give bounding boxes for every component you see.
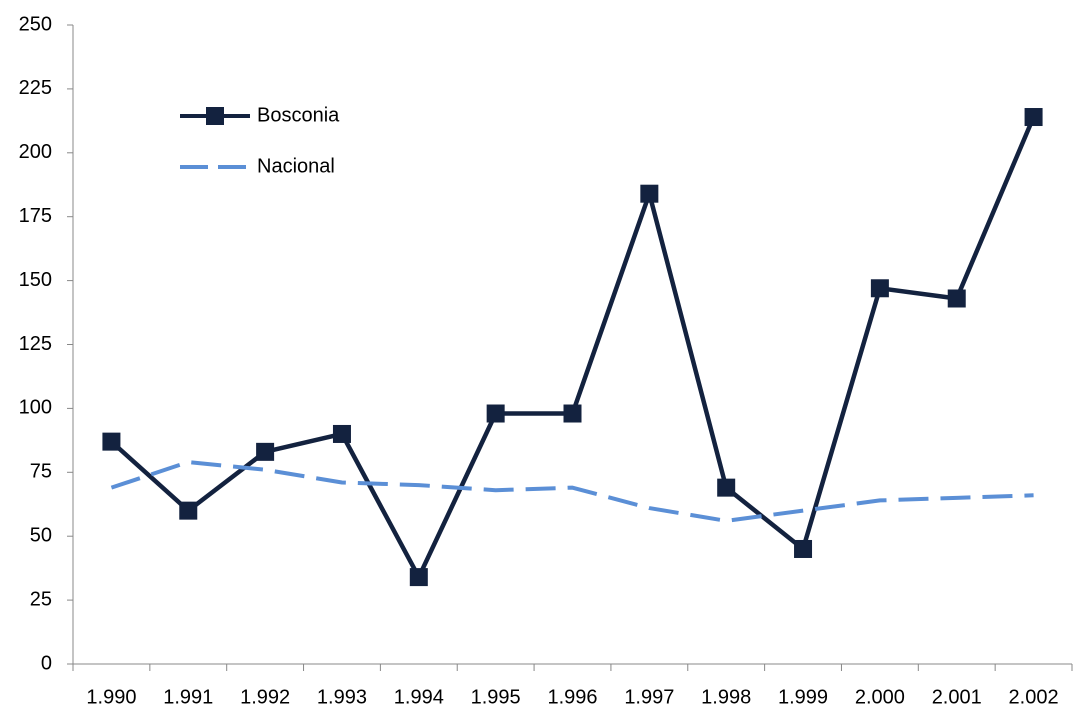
y-tick-label: 200 <box>19 141 52 163</box>
x-tick-label: 1.999 <box>778 686 828 708</box>
data-point <box>717 478 736 497</box>
data-point <box>794 539 813 558</box>
data-point <box>179 501 198 520</box>
x-tick-label: 1.991 <box>163 686 213 708</box>
x-tick-label: 1.996 <box>547 686 597 708</box>
y-tick-label: 50 <box>30 524 52 546</box>
y-tick-label: 250 <box>19 13 52 35</box>
x-tick-label: 1.994 <box>394 686 444 708</box>
data-point <box>102 432 121 451</box>
data-point <box>640 184 659 203</box>
data-point <box>947 289 966 308</box>
y-tick-label: 75 <box>30 461 52 483</box>
x-tick-label: 1.990 <box>86 686 136 708</box>
y-tick-label: 125 <box>19 333 52 355</box>
data-point <box>332 424 351 443</box>
x-tick-label: 1.995 <box>471 686 521 708</box>
y-tick-label: 100 <box>19 397 52 419</box>
data-point <box>409 568 428 587</box>
legend-marker <box>206 107 224 125</box>
data-point <box>563 404 582 423</box>
x-tick-label: 1.992 <box>240 686 290 708</box>
x-tick-label: 1.997 <box>624 686 674 708</box>
data-point <box>870 279 889 298</box>
x-tick-label: 2.002 <box>1009 686 1059 708</box>
y-tick-label: 0 <box>41 652 52 674</box>
x-tick-label: 1.998 <box>701 686 751 708</box>
data-point <box>486 404 505 423</box>
y-tick-label: 150 <box>19 269 52 291</box>
data-point <box>1024 108 1043 127</box>
x-tick-label: 1.993 <box>317 686 367 708</box>
data-point <box>256 442 275 461</box>
series-line <box>109 116 1036 580</box>
legend-label: Bosconia <box>257 104 340 126</box>
y-tick-label: 225 <box>19 77 52 99</box>
y-tick-label: 25 <box>30 588 52 610</box>
series-line <box>110 460 1034 523</box>
legend-label: Nacional <box>257 155 335 177</box>
x-tick-label: 2.000 <box>855 686 905 708</box>
y-tick-label: 175 <box>19 205 52 227</box>
x-tick-label: 2.001 <box>932 686 982 708</box>
